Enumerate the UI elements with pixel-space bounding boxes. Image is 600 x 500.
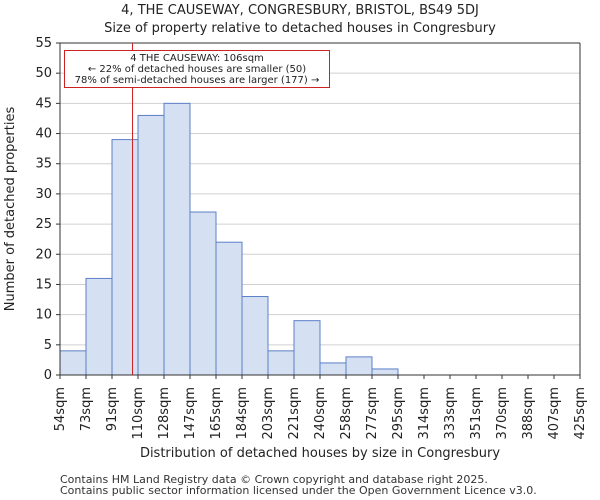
x-tick-label: 314sqm	[417, 387, 432, 440]
annotation-line-3: 78% of semi-detached houses are larger (…	[74, 75, 320, 86]
x-tick-label: 407sqm	[547, 387, 562, 440]
x-tick-label: 184sqm	[235, 387, 250, 440]
y-tick-label: 0	[44, 368, 52, 383]
histogram-bar	[241, 296, 269, 376]
x-tick-label: 388sqm	[521, 387, 536, 440]
y-tick-label: 5	[44, 338, 52, 353]
x-tick-label: 128sqm	[157, 387, 172, 440]
x-tick-label: 203sqm	[261, 387, 276, 440]
x-tick-label: 333sqm	[443, 387, 458, 440]
x-tick-label: 221sqm	[287, 387, 302, 440]
x-tick-label: 91sqm	[105, 387, 120, 431]
histogram-bar	[111, 139, 139, 376]
x-tick-label: 165sqm	[209, 387, 224, 440]
histogram-bar	[137, 114, 165, 376]
histogram-bar	[189, 211, 217, 376]
x-tick-label: 258sqm	[339, 387, 354, 440]
x-tick-label: 295sqm	[391, 387, 406, 440]
histogram-bar	[85, 277, 113, 376]
y-tick-label: 45	[35, 96, 52, 111]
y-tick-label: 30	[35, 187, 52, 202]
histogram-bar	[293, 320, 321, 376]
x-tick-label: 425sqm	[573, 387, 588, 440]
annotation-line-2: ← 22% of detached houses are smaller (50…	[87, 64, 307, 75]
chart-subtitle: Size of property relative to detached ho…	[104, 21, 496, 36]
x-tick-label: 240sqm	[313, 387, 328, 440]
x-tick-label: 370sqm	[495, 387, 510, 440]
y-tick-label: 20	[35, 247, 52, 262]
footer-line-2: Contains public sector information licen…	[60, 484, 537, 497]
histogram-bar	[267, 350, 295, 376]
y-tick-label: 15	[35, 277, 52, 292]
annotation-box: 4 THE CAUSEWAY: 106sqm ← 22% of detached…	[64, 50, 330, 88]
histogram-bar	[319, 362, 347, 376]
y-tick-label: 35	[35, 157, 52, 172]
y-tick-label: 40	[35, 127, 52, 142]
x-tick-label: 110sqm	[131, 387, 146, 440]
x-tick-label: 351sqm	[469, 387, 484, 440]
histogram-bar	[345, 356, 373, 376]
y-axis-title: Number of detached properties	[3, 107, 18, 312]
y-tick-label: 10	[35, 308, 52, 323]
x-axis-title: Distribution of detached houses by size …	[140, 446, 500, 461]
footer-line-1: Contains HM Land Registry data © Crown c…	[60, 473, 488, 486]
x-tick-label: 73sqm	[79, 387, 94, 431]
x-tick-label: 277sqm	[365, 387, 380, 440]
chart-title: 4, THE CAUSEWAY, CONGRESBURY, BRISTOL, B…	[121, 3, 479, 18]
x-tick-label: 54sqm	[53, 387, 68, 431]
histogram-bar	[59, 350, 87, 376]
histogram-bar	[215, 241, 243, 376]
annotation-line-1: 4 THE CAUSEWAY: 106sqm	[130, 53, 264, 64]
histogram-bar	[163, 102, 191, 376]
y-tick-label: 55	[35, 36, 52, 51]
x-tick-label: 147sqm	[183, 387, 198, 440]
histogram-bar	[371, 368, 399, 376]
y-tick-label: 50	[35, 66, 52, 81]
y-tick-label: 25	[35, 217, 52, 232]
